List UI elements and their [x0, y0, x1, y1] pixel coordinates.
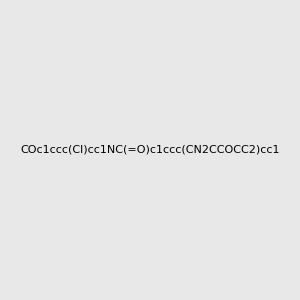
Text: COc1ccc(Cl)cc1NC(=O)c1ccc(CN2CCOCC2)cc1: COc1ccc(Cl)cc1NC(=O)c1ccc(CN2CCOCC2)cc1	[20, 145, 280, 155]
